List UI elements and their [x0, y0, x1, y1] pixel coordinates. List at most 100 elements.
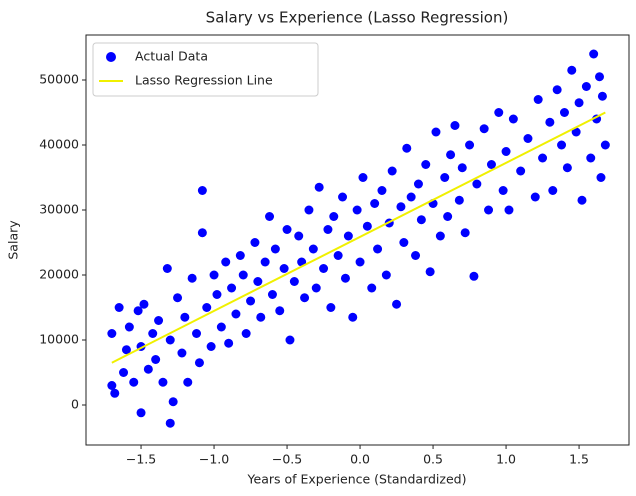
data-point — [469, 271, 479, 281]
data-point — [329, 211, 339, 221]
data-point — [516, 166, 526, 176]
x-tick-label: −1.0 — [199, 452, 229, 467]
data-point — [367, 283, 377, 293]
data-point — [319, 263, 329, 273]
data-point — [508, 114, 518, 124]
data-point — [197, 228, 207, 238]
data-point — [173, 293, 183, 303]
data-point — [326, 302, 336, 312]
data-point — [533, 94, 543, 104]
data-point — [187, 273, 197, 283]
data-point — [486, 159, 496, 169]
data-point — [440, 172, 450, 182]
data-point — [165, 335, 175, 345]
data-point — [231, 309, 241, 319]
legend-label: Lasso Regression Line — [135, 73, 273, 88]
data-point — [180, 312, 190, 322]
data-point — [212, 289, 222, 299]
data-point — [557, 140, 567, 150]
data-point — [600, 140, 610, 150]
data-point — [501, 146, 511, 156]
data-point — [333, 250, 343, 260]
data-point — [450, 120, 460, 130]
data-point — [465, 140, 475, 150]
data-point — [348, 312, 358, 322]
data-point — [402, 143, 412, 153]
data-point — [197, 185, 207, 195]
data-point — [265, 211, 275, 221]
data-point — [377, 185, 387, 195]
data-point — [221, 257, 231, 267]
data-point — [162, 263, 172, 273]
data-point — [282, 224, 292, 234]
data-point — [343, 231, 353, 241]
data-point — [224, 338, 234, 348]
data-point — [494, 107, 504, 117]
data-point — [124, 322, 134, 332]
data-point — [209, 270, 219, 280]
data-point — [151, 354, 161, 364]
y-tick-label: 40000 — [39, 136, 79, 151]
data-point — [158, 377, 168, 387]
x-tick-label: 0.0 — [350, 452, 370, 467]
data-point — [238, 270, 248, 280]
data-point — [202, 302, 212, 312]
data-point — [586, 153, 596, 163]
data-point — [381, 270, 391, 280]
y-tick-label: 0 — [71, 396, 79, 411]
data-point — [206, 341, 216, 351]
data-point — [552, 85, 562, 95]
data-point — [168, 397, 178, 407]
data-point — [538, 153, 548, 163]
data-point — [595, 72, 605, 82]
data-point — [435, 231, 445, 241]
data-point — [165, 418, 175, 428]
x-tick-label: 1.5 — [569, 452, 589, 467]
data-point — [183, 377, 193, 387]
data-point — [472, 179, 482, 189]
data-point — [454, 195, 464, 205]
data-point — [216, 322, 226, 332]
data-point — [289, 276, 299, 286]
data-point — [129, 377, 139, 387]
data-point — [589, 49, 599, 59]
y-tick-label: 20000 — [39, 266, 79, 281]
x-tick-label: −1.5 — [126, 452, 156, 467]
y-axis-label: Salary — [6, 220, 21, 260]
data-point — [260, 257, 270, 267]
data-point — [246, 296, 256, 306]
data-point — [177, 348, 187, 358]
data-point — [457, 163, 467, 173]
data-point — [311, 283, 321, 293]
data-point — [479, 124, 489, 134]
data-point — [275, 306, 285, 316]
data-point — [443, 211, 453, 221]
data-point — [406, 192, 416, 202]
data-point — [285, 335, 295, 345]
x-tick-label: 0.5 — [423, 452, 443, 467]
data-point — [460, 228, 470, 238]
data-point — [110, 388, 120, 398]
data-point — [267, 289, 277, 299]
plot-frame — [85, 34, 630, 446]
data-point — [323, 224, 333, 234]
chart-title: Salary vs Experience (Lasso Regression) — [206, 9, 509, 27]
regression-line — [111, 111, 606, 364]
data-point — [154, 315, 164, 325]
data-point — [107, 328, 117, 338]
data-point — [107, 380, 117, 390]
data-point — [308, 244, 318, 254]
data-point — [411, 250, 421, 260]
data-point — [559, 107, 569, 117]
data-point — [413, 179, 423, 189]
y-tick-label: 30000 — [39, 201, 79, 216]
data-point — [548, 185, 558, 195]
data-point — [577, 195, 587, 205]
legend-box — [92, 42, 319, 97]
data-point — [133, 306, 143, 316]
data-point — [250, 237, 260, 247]
data-point — [355, 257, 365, 267]
data-point — [581, 81, 591, 91]
data-point — [114, 302, 124, 312]
